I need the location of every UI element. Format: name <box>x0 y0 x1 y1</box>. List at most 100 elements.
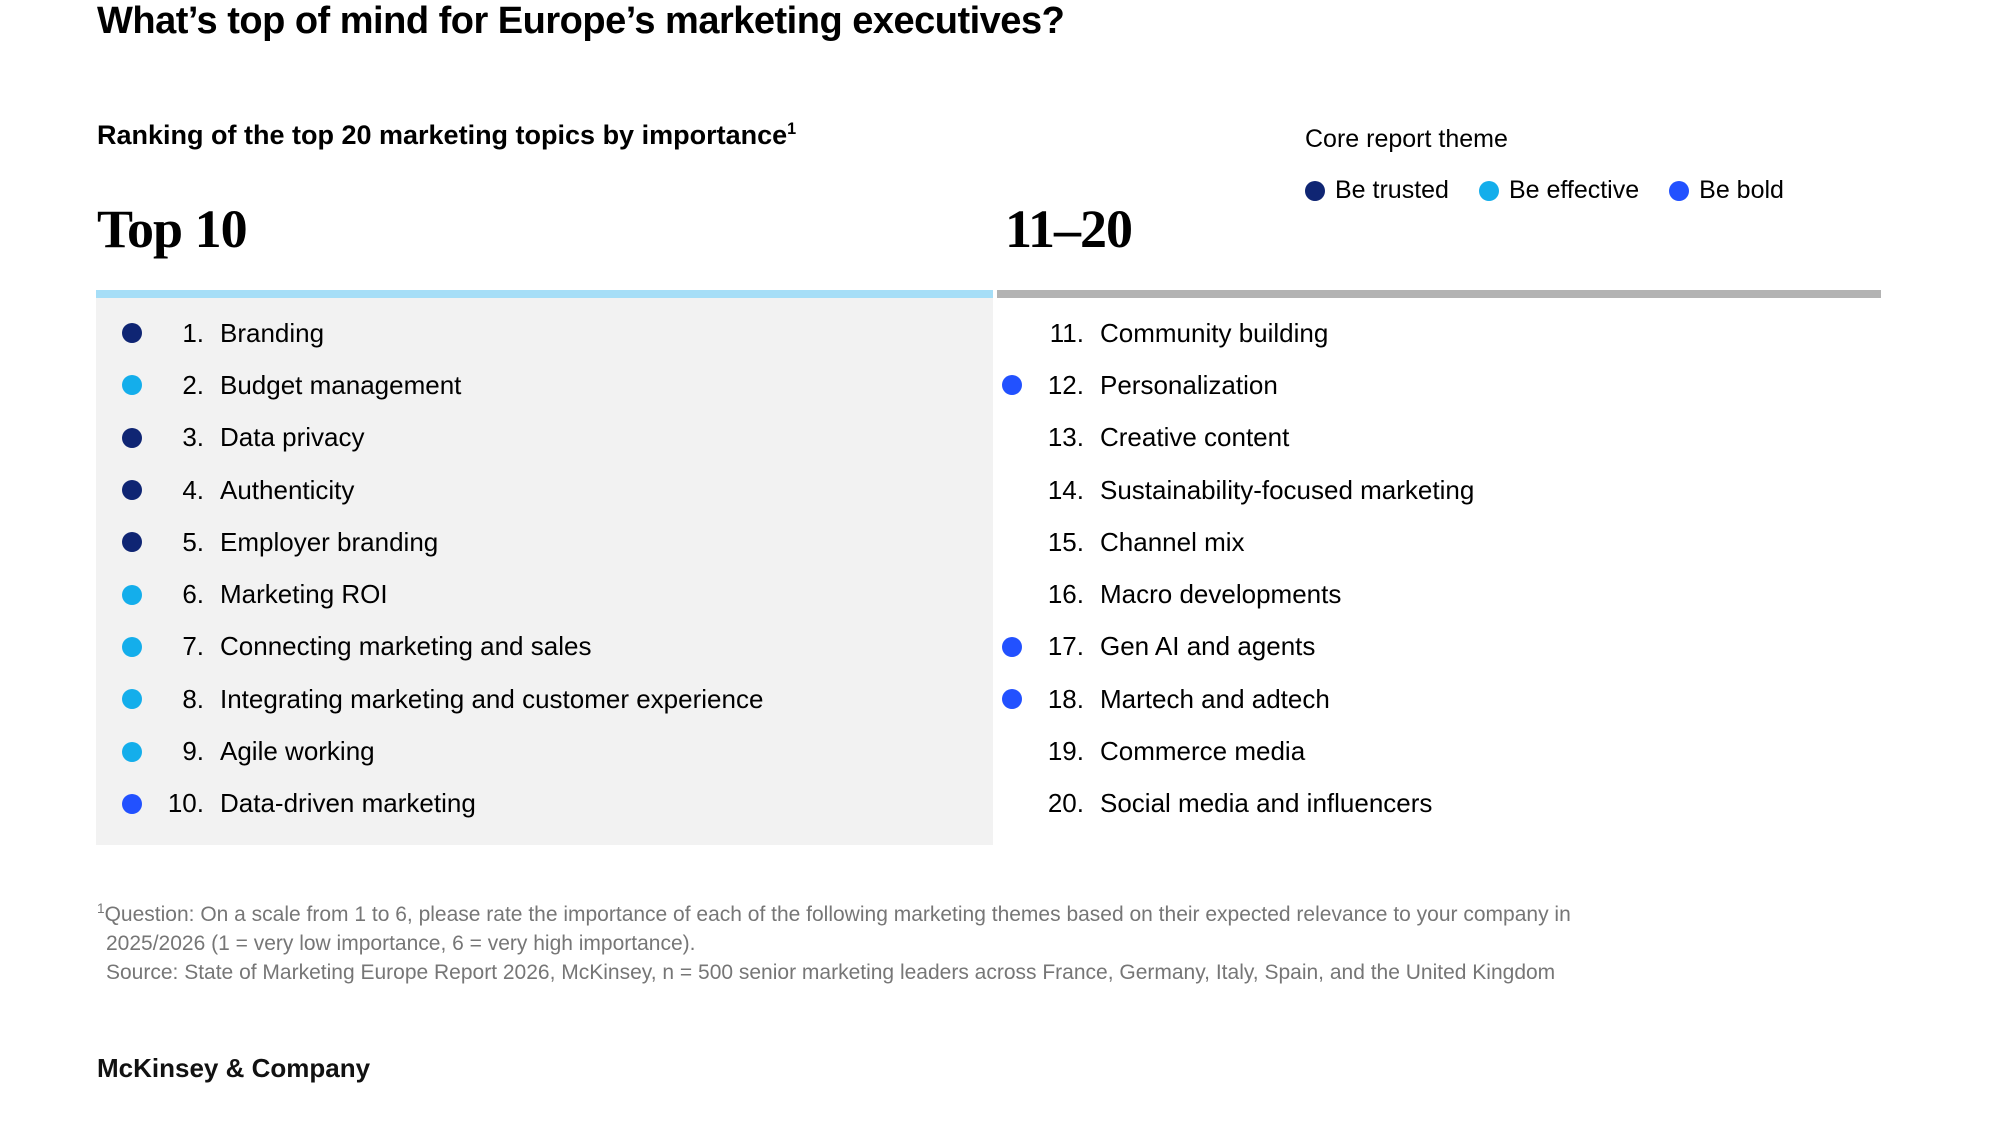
ranking-row: 3. Data privacy <box>96 412 993 464</box>
topic-label: Marketing ROI <box>220 579 388 610</box>
ranking-row: 1. Branding <box>96 307 993 359</box>
ranking-row: 10. Data-driven marketing <box>96 778 993 830</box>
footnote-question-line-2: 2025/2026 (1 = very low importance, 6 = … <box>106 932 696 955</box>
exhibit-subtitle: Ranking of the top 20 marketing topics b… <box>97 120 796 151</box>
topic-label: Macro developments <box>1100 579 1342 610</box>
theme-dot-bold-icon <box>1002 636 1022 657</box>
top-10-background-panel <box>96 298 993 845</box>
topic-label: Employer branding <box>220 526 439 557</box>
theme-dot-effective-icon <box>122 375 142 396</box>
ranking-row: 9. Agile working <box>96 725 993 777</box>
topic-label: Data-driven marketing <box>220 788 476 819</box>
ranking-row: 6. Marketing ROI <box>96 568 993 620</box>
subtitle-footnote-marker: 1 <box>787 120 797 138</box>
page-title: What’s top of mind for Europe’s marketin… <box>97 0 1065 42</box>
theme-dot-effective-icon <box>122 584 142 605</box>
rank-number: 4. <box>182 474 204 505</box>
theme-dot-trusted-icon <box>122 427 142 448</box>
theme-dot-effective-icon <box>122 741 142 762</box>
footnote-block: 1Question: On a scale from 1 to 6, pleas… <box>97 900 1847 987</box>
rank-number: 13. <box>1047 422 1084 453</box>
rank-number: 2. <box>182 369 204 400</box>
topic-label: Agile working <box>220 736 375 767</box>
ranking-row: 14. Sustainability-focused marketing <box>997 464 1881 516</box>
ranking-list-11-20: 11. Community building 12. Personalization 1… <box>997 307 1881 830</box>
rank-number: 19. <box>1047 736 1084 767</box>
topic-label: Integrating marketing and customer exper… <box>220 683 764 714</box>
rank-number: 8. <box>182 683 204 714</box>
topic-label: Connecting marketing and sales <box>220 631 592 662</box>
legend: Core report theme Be trusted Be effectiv… <box>1305 125 1925 205</box>
topic-label: Commerce media <box>1100 736 1306 767</box>
ranking-row: 15. Channel mix <box>997 516 1881 568</box>
topic-label: Channel mix <box>1100 526 1245 557</box>
legend-item-label: Be bold <box>1699 176 1784 204</box>
theme-dot-bold-icon <box>1002 689 1022 710</box>
ranking-row: 2. Budget management <box>96 359 993 411</box>
theme-dot-trusted-icon <box>122 480 142 501</box>
be-effective-dot-icon <box>1478 180 1499 201</box>
ranking-row: 7. Connecting marketing and sales <box>96 621 993 673</box>
topic-label: Creative content <box>1100 422 1290 453</box>
ranking-row: 4. Authenticity <box>96 464 993 516</box>
top-10-accent-bar <box>96 290 993 298</box>
ranking-row: 11. Community building <box>997 307 1881 359</box>
footnote-marker: 1 <box>97 901 105 916</box>
rank-number: 9. <box>182 736 204 767</box>
topic-label: Social media and influencers <box>1100 788 1433 819</box>
footnote-question-line-1: 1Question: On a scale from 1 to 6, pleas… <box>97 901 1571 926</box>
ranking-row: 12. Personalization <box>997 359 1881 411</box>
ranking-row: 5. Employer branding <box>96 516 993 568</box>
section-header-top-10: Top 10 <box>97 199 248 259</box>
topic-label: Gen AI and agents <box>1100 631 1316 662</box>
ranking-row: 20. Social media and influencers <box>997 778 1881 830</box>
rank-number: 16. <box>1047 579 1084 610</box>
ranking-row: 13. Creative content <box>997 412 1881 464</box>
rank-number: 1. <box>182 317 204 348</box>
rank-number: 10. <box>167 788 204 819</box>
ranking-row: 8. Integrating marketing and customer exp… <box>96 673 993 725</box>
theme-dot-trusted-icon <box>122 323 142 344</box>
legend-title: Core report theme <box>1305 125 1508 153</box>
legend-item-be-effective: Be effective <box>1478 176 1640 205</box>
be-trusted-dot-icon <box>1305 180 1325 201</box>
rank-number: 17. <box>1047 631 1084 662</box>
exhibit-subtitle-text: Ranking of the top 20 marketing topics b… <box>97 120 788 150</box>
topic-label: Personalization <box>1100 369 1278 400</box>
rank-number: 11. <box>1049 317 1084 348</box>
section-header-11-20: 11–20 <box>1005 199 1133 259</box>
be-bold-dot-icon <box>1669 180 1690 201</box>
rank-number: 7. <box>182 631 204 662</box>
rank-number: 15. <box>1047 526 1084 557</box>
ranking-row: 17. Gen AI and agents <box>997 621 1881 673</box>
legend-items: Be trusted Be effective Be bold <box>1305 176 1925 205</box>
topic-label: Budget management <box>220 369 462 400</box>
legend-item-label: Be trusted <box>1335 176 1449 204</box>
rank-number: 14. <box>1047 474 1084 505</box>
ranking-list-top-10: 1. Branding 2. Budget management 3. Data priv… <box>96 307 993 830</box>
ranking-row: 18. Martech and adtech <box>997 673 1881 725</box>
ranking-row: 19. Commerce media <box>997 725 1881 777</box>
legend-item-be-bold: Be bold <box>1669 176 1784 205</box>
legend-item-label: Be effective <box>1508 176 1640 204</box>
theme-dot-trusted-icon <box>122 532 142 553</box>
rank-number: 5. <box>182 526 204 557</box>
theme-dot-effective-icon <box>122 689 142 710</box>
11-20-accent-bar <box>997 290 1881 298</box>
mckinsey-company-logo: McKinsey & Company <box>97 1053 371 1083</box>
topic-label: Martech and adtech <box>1100 683 1330 714</box>
rank-number: 12. <box>1047 369 1084 400</box>
theme-dot-bold-icon <box>122 793 142 814</box>
theme-dot-bold-icon <box>1002 375 1022 396</box>
topic-label: Sustainability-focused marketing <box>1100 474 1475 505</box>
rank-number: 20. <box>1047 788 1084 819</box>
topic-label: Data privacy <box>220 422 365 453</box>
ranking-row: 16. Macro developments <box>997 568 1881 620</box>
rank-number: 18. <box>1047 683 1084 714</box>
topic-label: Community building <box>1100 317 1329 348</box>
footnote-source-line: Source: State of Marketing Europe Report… <box>106 961 1556 984</box>
topic-label: Branding <box>220 317 325 348</box>
topic-label: Authenticity <box>220 474 355 505</box>
rank-number: 6. <box>182 579 204 610</box>
